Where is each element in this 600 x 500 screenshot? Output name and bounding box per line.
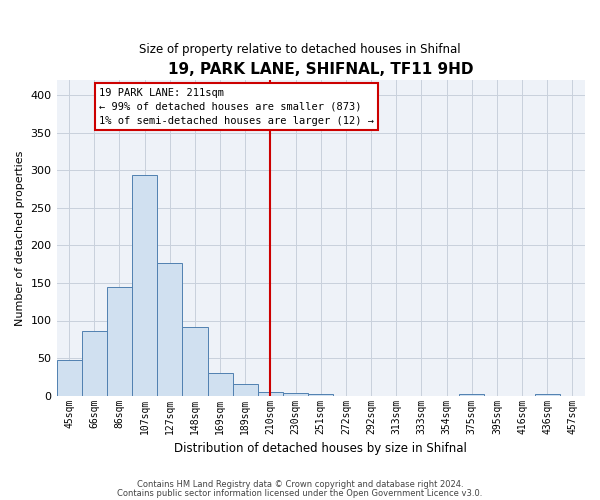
Bar bbox=[82, 331, 107, 396]
Bar bbox=[535, 394, 560, 396]
Text: 19 PARK LANE: 211sqm
← 99% of detached houses are smaller (873)
1% of semi-detac: 19 PARK LANE: 211sqm ← 99% of detached h… bbox=[100, 88, 374, 126]
Title: 19, PARK LANE, SHIFNAL, TF11 9HD: 19, PARK LANE, SHIFNAL, TF11 9HD bbox=[168, 62, 473, 78]
Text: Contains HM Land Registry data © Crown copyright and database right 2024.: Contains HM Land Registry data © Crown c… bbox=[137, 480, 463, 489]
Bar bbox=[107, 288, 132, 396]
Bar bbox=[233, 384, 258, 396]
Bar bbox=[182, 328, 208, 396]
Bar bbox=[56, 360, 82, 396]
Bar bbox=[308, 394, 334, 396]
Bar bbox=[208, 373, 233, 396]
X-axis label: Distribution of detached houses by size in Shifnal: Distribution of detached houses by size … bbox=[175, 442, 467, 455]
Bar bbox=[258, 392, 283, 396]
Y-axis label: Number of detached properties: Number of detached properties bbox=[15, 150, 25, 326]
Bar bbox=[132, 176, 157, 396]
Bar bbox=[157, 264, 182, 396]
Text: Contains public sector information licensed under the Open Government Licence v3: Contains public sector information licen… bbox=[118, 488, 482, 498]
Bar bbox=[283, 392, 308, 396]
Text: Size of property relative to detached houses in Shifnal: Size of property relative to detached ho… bbox=[139, 42, 461, 56]
Bar bbox=[459, 394, 484, 396]
